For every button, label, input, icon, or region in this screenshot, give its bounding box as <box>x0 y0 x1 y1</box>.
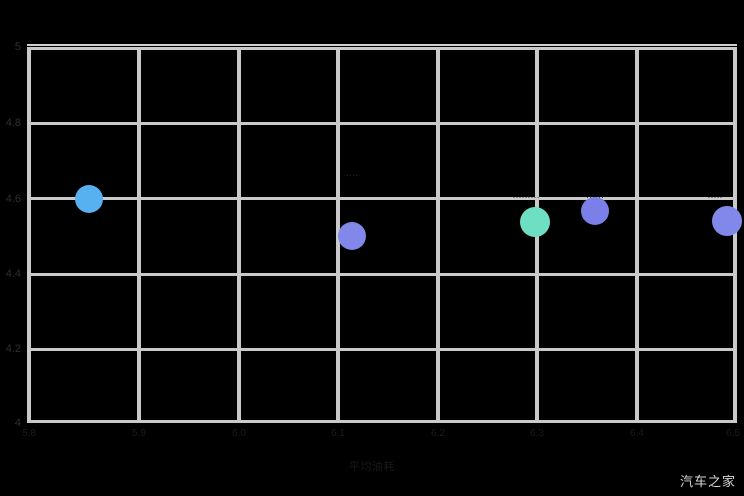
y-tick-label: 4.4 <box>5 268 21 280</box>
x-tick-label: 6.2 <box>431 428 445 439</box>
gridline-vertical <box>436 47 440 423</box>
gridline-vertical <box>27 47 31 423</box>
data-point-2[interactable] <box>338 222 366 250</box>
gridline-horizontal <box>27 420 737 423</box>
x-tick-label: 6.0 <box>232 428 246 439</box>
y-tick-label: 5 <box>14 41 21 53</box>
gridline-vertical <box>137 47 141 423</box>
y-tick-label: 4.2 <box>5 343 21 355</box>
y-tick-label: 4.8 <box>5 117 21 129</box>
gridline-horizontal <box>27 47 737 50</box>
data-point-3[interactable] <box>520 207 550 237</box>
point-annotation: ···· <box>346 170 358 180</box>
x-tick-label: 6.5 <box>726 428 740 439</box>
gridline-horizontal <box>27 197 737 200</box>
gridline-vertical <box>635 47 639 423</box>
x-tick-label: 5.9 <box>132 428 146 439</box>
axis-line-top <box>27 44 737 46</box>
watermark: 汽车之家 <box>679 475 736 490</box>
x-tick-label: 6.3 <box>530 428 544 439</box>
x-tick-label: 5.8 <box>22 428 36 439</box>
x-tick-label: 6.4 <box>630 428 644 439</box>
gridline-vertical <box>733 47 737 423</box>
x-axis-title: 平均油耗 <box>349 461 395 473</box>
gridline-horizontal <box>27 273 737 276</box>
y-tick-label: 4 <box>14 417 21 429</box>
gridline-horizontal <box>27 122 737 125</box>
gridline-vertical <box>237 47 241 423</box>
y-axis-labels: 5 4.8 4.6 4.4 4.2 4 <box>0 0 24 496</box>
x-axis-labels: 5.8 5.9 6.0 6.1 6.2 6.3 6.4 6.5 <box>0 428 744 444</box>
x-tick-label: 6.1 <box>331 428 345 439</box>
y-tick-label: 4.6 <box>5 193 21 205</box>
point-annotation: ····· <box>707 192 723 202</box>
gridline-horizontal <box>27 348 737 351</box>
data-point-4[interactable] <box>581 197 609 225</box>
point-annotation: ········· <box>512 192 540 202</box>
plot-area: ···· ········· ······ ····· <box>27 47 742 423</box>
data-point-1[interactable] <box>75 185 103 213</box>
data-point-5[interactable] <box>712 206 742 236</box>
